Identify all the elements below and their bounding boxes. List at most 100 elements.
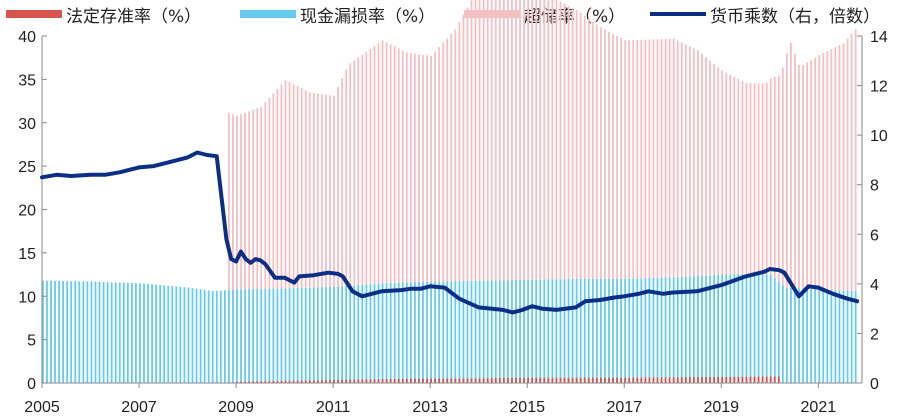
bar-cash-leakage <box>333 286 335 383</box>
bar-cash-leakage <box>466 280 469 383</box>
bar-excess <box>612 33 614 279</box>
bar-excess <box>717 67 720 275</box>
bar-excess <box>280 84 283 289</box>
x-tick-label: 2007 <box>121 399 157 416</box>
bar-cash-leakage <box>527 279 530 383</box>
bar-statutory <box>422 378 424 383</box>
bar-excess <box>721 70 724 275</box>
bar-statutory <box>373 379 376 383</box>
bar-excess <box>745 82 748 274</box>
bar-statutory <box>640 377 643 383</box>
bar-statutory <box>563 377 566 383</box>
bar-statutory <box>587 377 590 383</box>
bar-statutory <box>486 378 489 383</box>
bar-excess <box>511 0 513 281</box>
bar-cash-leakage <box>219 290 222 383</box>
bar-cash-leakage <box>50 280 52 383</box>
bar-cash-leakage <box>195 288 198 383</box>
bar-cash-leakage <box>692 276 695 383</box>
bar-cash-leakage <box>268 288 271 383</box>
bar-cash-leakage <box>272 288 275 383</box>
bar-excess <box>551 0 554 280</box>
bar-cash-leakage <box>676 276 679 383</box>
bar-cash-leakage <box>163 285 166 383</box>
bar-excess <box>349 63 352 286</box>
bar-cash-leakage <box>118 282 121 383</box>
bar-excess <box>502 0 505 281</box>
bar-cash-leakage <box>151 284 153 383</box>
bar-excess <box>389 44 392 283</box>
bar-cash-leakage <box>790 287 792 383</box>
y-left-tick-label: 20 <box>18 203 36 220</box>
bar-statutory <box>583 377 586 383</box>
bar-excess <box>478 0 481 281</box>
x-tick-label: 2021 <box>801 399 837 416</box>
bar-excess <box>810 60 813 289</box>
bar-statutory <box>337 379 339 383</box>
bar-cash-leakage <box>462 280 465 383</box>
bar-statutory <box>353 379 356 383</box>
bar-statutory <box>470 378 473 383</box>
bar-excess <box>296 86 299 289</box>
bar-cash-leakage <box>280 288 283 383</box>
bar-excess <box>369 48 372 285</box>
y-left-tick-label: 30 <box>18 116 36 133</box>
bar-cash-leakage <box>264 288 267 383</box>
bar-cash-leakage <box>830 289 833 383</box>
bar-excess <box>252 109 255 290</box>
bar-statutory <box>595 377 598 383</box>
bar-excess <box>543 0 546 280</box>
bar-cash-leakage <box>846 290 849 383</box>
x-tick-label: 2015 <box>509 399 545 416</box>
bar-cash-leakage <box>260 288 263 383</box>
bar-excess <box>288 82 291 289</box>
bar-cash-leakage <box>450 281 453 383</box>
bar-cash-leakage <box>612 278 614 383</box>
bar-cash-leakage <box>434 281 437 383</box>
bar-statutory <box>575 377 578 383</box>
bar-excess <box>486 0 489 281</box>
bar-excess <box>438 47 441 282</box>
bar-cash-leakage <box>110 282 113 383</box>
bar-cash-leakage <box>252 289 255 383</box>
bar-excess <box>365 51 368 285</box>
bar-cash-leakage <box>745 273 748 383</box>
legend-label-cash-leakage: 现金漏损率（%） <box>300 7 435 27</box>
bar-cash-leakage <box>329 286 331 383</box>
legend-label-statutory: 法定存准率（%） <box>66 7 201 27</box>
bar-excess <box>227 112 230 290</box>
bar-statutory <box>272 381 275 383</box>
bar-cash-leakage <box>215 290 218 383</box>
bar-cash-leakage <box>640 278 643 383</box>
bar-excess <box>373 46 376 284</box>
bar-cash-leakage <box>753 273 756 383</box>
bar-excess <box>628 40 631 279</box>
bar-statutory <box>668 377 671 383</box>
bar-cash-leakage <box>353 285 356 383</box>
bar-excess <box>361 54 364 285</box>
bar-excess <box>292 84 295 289</box>
bar-cash-leakage <box>757 274 760 383</box>
bar-cash-leakage <box>106 282 109 383</box>
y-right-tick-label: 0 <box>870 376 879 393</box>
bar-statutory <box>300 380 303 383</box>
legend: 法定存准率（%） 现金漏损率（%） 超储率（%） 货币乘数（右，倍数） <box>6 7 880 27</box>
bar-excess <box>701 53 703 276</box>
bar-cash-leakage <box>620 278 623 383</box>
y-left-tick-label: 0 <box>27 376 36 393</box>
bar-statutory <box>741 376 744 383</box>
bar-excess <box>664 38 667 278</box>
x-tick-label: 2017 <box>606 399 642 416</box>
bar-statutory <box>474 378 477 383</box>
bar-cash-leakage <box>737 273 740 383</box>
bar-statutory <box>567 377 570 383</box>
bar-cash-leakage <box>114 282 117 383</box>
bar-cash-leakage <box>498 280 501 383</box>
bar-excess <box>709 60 711 276</box>
bar-cash-leakage <box>628 278 631 383</box>
bar-cash-leakage <box>587 278 590 383</box>
bar-statutory <box>721 376 724 383</box>
bar-excess <box>248 111 251 290</box>
bar-statutory <box>280 380 283 383</box>
bar-excess <box>583 15 586 279</box>
